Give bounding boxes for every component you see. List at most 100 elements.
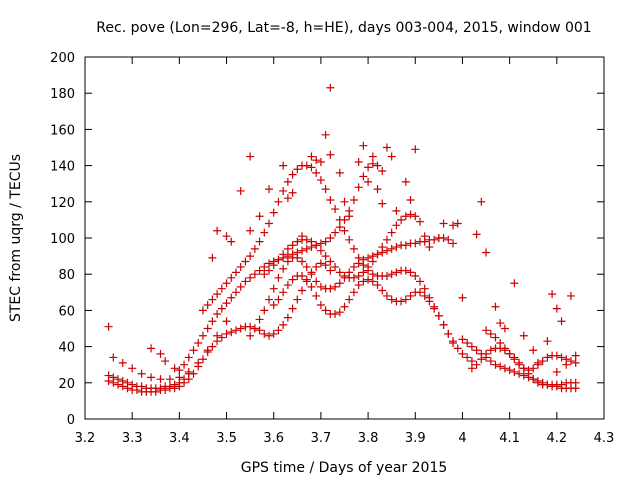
data-point: [118, 358, 127, 367]
data-point: [260, 270, 269, 279]
data-point: [213, 331, 222, 340]
data-point: [293, 253, 302, 262]
data-point: [114, 375, 123, 384]
data-point: [382, 246, 391, 255]
data-point: [213, 290, 222, 299]
data-point: [368, 159, 377, 168]
data-point: [165, 375, 174, 384]
data-point: [401, 241, 410, 250]
data-point: [477, 355, 486, 364]
data-point: [354, 259, 363, 268]
data-point: [505, 349, 514, 358]
data-point: [557, 380, 566, 389]
data-point: [364, 253, 373, 262]
data-point: [109, 353, 118, 362]
data-point: [519, 331, 528, 340]
data-point: [491, 333, 500, 342]
data-point: [491, 360, 500, 369]
data-point: [118, 376, 127, 385]
data-point: [496, 362, 505, 371]
data-point: [548, 290, 557, 299]
data-point: [415, 277, 424, 286]
data-point: [382, 143, 391, 152]
data-point: [359, 255, 368, 264]
data-point: [434, 311, 443, 320]
data-point: [482, 349, 491, 358]
x-tick-label: 3.3: [122, 431, 143, 446]
data-point: [213, 310, 222, 319]
data-point: [354, 183, 363, 192]
data-point: [104, 322, 113, 331]
data-point: [269, 284, 278, 293]
data-point: [425, 297, 434, 306]
data-point: [359, 268, 368, 277]
data-point: [519, 364, 528, 373]
data-point: [411, 212, 420, 221]
data-point: [246, 322, 255, 331]
data-point: [312, 241, 321, 250]
data-point: [472, 346, 481, 355]
x-tick-label: 4.2: [546, 431, 567, 446]
data-point: [231, 268, 240, 277]
data-point: [552, 304, 561, 313]
data-point: [335, 268, 344, 277]
data-point: [265, 219, 274, 228]
data-point: [307, 163, 316, 172]
data-point: [194, 338, 203, 347]
data-point: [378, 286, 387, 295]
data-point: [274, 326, 283, 335]
data-point: [482, 326, 491, 335]
data-point: [302, 161, 311, 170]
data-point: [147, 373, 156, 382]
data-point: [269, 208, 278, 217]
data-point: [453, 219, 462, 228]
data-point: [255, 237, 264, 246]
data-point: [312, 291, 321, 300]
data-point: [274, 255, 283, 264]
data-point: [373, 161, 382, 170]
data-point: [500, 344, 509, 353]
data-point: [156, 384, 165, 393]
data-point: [265, 266, 274, 275]
data-point: [368, 152, 377, 161]
x-axis-title: GPS time / Days of year 2015: [241, 460, 448, 476]
data-point: [227, 273, 236, 282]
data-point: [321, 130, 330, 139]
data-point: [387, 270, 396, 279]
data-point: [321, 237, 330, 246]
data-point: [331, 282, 340, 291]
data-point: [260, 306, 269, 315]
y-tick-label: 200: [50, 51, 75, 66]
data-point: [137, 369, 146, 378]
data-point: [326, 195, 335, 204]
x-tick-label: 4: [458, 431, 466, 446]
data-point: [373, 185, 382, 194]
data-point: [515, 360, 524, 369]
data-point: [453, 344, 462, 353]
data-point: [241, 277, 250, 286]
data-point: [449, 337, 458, 346]
data-point: [392, 243, 401, 252]
data-point: [444, 235, 453, 244]
data-point: [213, 226, 222, 235]
data-point: [241, 257, 250, 266]
data-point: [316, 239, 325, 248]
data-point: [349, 262, 358, 271]
data-point: [326, 150, 335, 159]
data-point: [354, 272, 363, 281]
data-point: [203, 300, 212, 309]
y-tick-label: 40: [58, 341, 75, 356]
data-point: [472, 360, 481, 369]
data-point: [335, 223, 344, 232]
data-point: [349, 288, 358, 297]
data-point: [283, 257, 292, 266]
data-point: [246, 331, 255, 340]
data-point: [265, 331, 274, 340]
data-point: [208, 295, 217, 304]
data-point: [373, 281, 382, 290]
x-tick-label: 4.1: [499, 431, 520, 446]
data-point: [387, 295, 396, 304]
data-point: [222, 299, 231, 308]
data-point: [368, 277, 377, 286]
